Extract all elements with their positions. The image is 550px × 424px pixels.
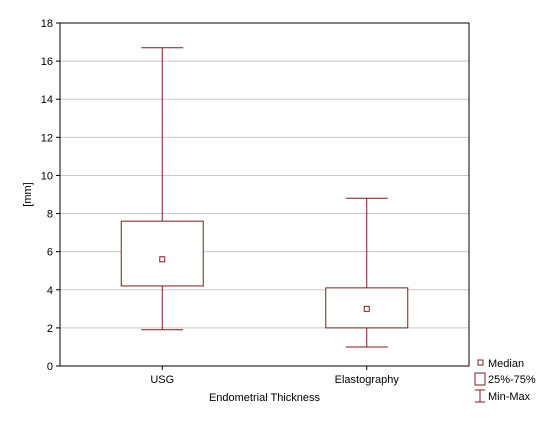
legend-whisker-symbol [475, 389, 485, 403]
box-elastography [325, 197, 409, 348]
box-series [120, 47, 409, 348]
y-tick-label: 8 [47, 209, 53, 221]
plot-frame [59, 22, 470, 367]
y-tick-label: 14 [41, 94, 53, 106]
legend-minmax-label: Min-Max [488, 391, 531, 403]
median-marker [159, 256, 166, 263]
legend-median-label: Median [488, 358, 524, 370]
y-tick-label: 18 [41, 18, 53, 30]
y-axis-label: [mm] [22, 182, 34, 206]
x-tick-label: USG [150, 374, 174, 386]
x-axis-label: Endometrial Thickness [209, 392, 321, 404]
median-marker [363, 305, 370, 312]
legend-quartile-label: 25%-75% [488, 374, 536, 386]
x-axis-ticks: USG Elastography [150, 366, 399, 386]
legend-item-minmax: Min-Max [475, 389, 531, 403]
y-tick-label: 4 [47, 285, 53, 297]
y-tick-label: 16 [41, 56, 53, 68]
legend-item-median: Median [477, 358, 524, 370]
y-tick-label: 2 [47, 323, 53, 335]
legend: Median 25%-75% Min-Max [474, 358, 536, 403]
y-axis-ticks: 0 2 4 6 8 10 12 14 16 18 [41, 18, 60, 373]
y-tick-label: 6 [47, 247, 53, 259]
box-usg [120, 47, 204, 331]
x-tick-label: Elastography [335, 374, 400, 386]
legend-median-symbol [477, 359, 484, 366]
quartile-box [120, 220, 204, 287]
legend-box-symbol [474, 372, 486, 386]
y-tick-label: 0 [47, 361, 53, 373]
legend-item-quartile: 25%-75% [474, 372, 536, 386]
y-tick-label: 10 [41, 170, 53, 182]
y-tick-label: 12 [41, 132, 53, 144]
